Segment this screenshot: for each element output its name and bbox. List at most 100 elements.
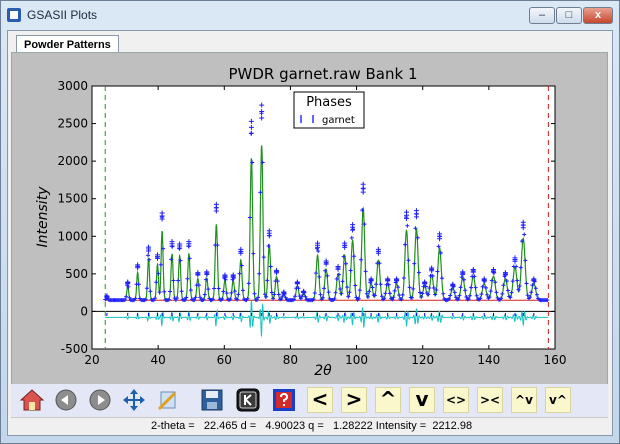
observed-point bbox=[177, 245, 183, 251]
y-tick-label: 0 bbox=[80, 304, 88, 318]
y-tick-label: 1000 bbox=[57, 229, 88, 243]
shift-down-button[interactable]: v bbox=[409, 387, 435, 413]
observed-point bbox=[411, 286, 416, 291]
observed-point bbox=[512, 255, 518, 261]
expand-x-button[interactable]: <> bbox=[443, 387, 469, 413]
observed-point bbox=[186, 243, 192, 249]
observed-point bbox=[434, 287, 439, 292]
plot-canvas[interactable]: 20 40 60 80 100 120 140 160 -500 0 500 1000 1500 2000… bbox=[11, 52, 608, 404]
observed-point bbox=[386, 282, 391, 287]
save-button[interactable] bbox=[199, 387, 225, 413]
observed-point bbox=[293, 294, 298, 299]
observed-point bbox=[502, 270, 508, 276]
key-button[interactable] bbox=[235, 387, 261, 413]
chart-title: PWDR garnet.raw Bank 1 bbox=[228, 65, 417, 83]
observed-point bbox=[248, 118, 254, 124]
observed-point bbox=[317, 274, 322, 279]
observed-point bbox=[143, 297, 148, 302]
observed-point bbox=[368, 276, 374, 282]
contract-y-button[interactable]: v^ bbox=[545, 387, 571, 413]
observed-point bbox=[254, 298, 259, 303]
observed-point bbox=[453, 295, 458, 300]
observed-point bbox=[239, 263, 244, 268]
observed-point bbox=[252, 291, 257, 296]
shift-left-button[interactable]: < bbox=[307, 387, 333, 413]
observed-point bbox=[360, 189, 366, 195]
powder-plot[interactable]: 20 40 60 80 100 120 140 160 -500 0 500 1000 1500 2000… bbox=[12, 53, 607, 403]
observed-point bbox=[520, 219, 526, 225]
observed-point bbox=[248, 130, 254, 136]
observed-point bbox=[158, 262, 163, 267]
configure-icon bbox=[157, 391, 177, 411]
observed-point bbox=[413, 208, 419, 214]
observed-point bbox=[332, 296, 337, 301]
tab-powder-patterns[interactable]: Powder Patterns bbox=[16, 35, 119, 54]
observed-point bbox=[354, 295, 359, 300]
observed-point bbox=[213, 201, 219, 207]
expand-y-button[interactable]: ^v bbox=[511, 387, 537, 413]
observed-point bbox=[210, 297, 215, 302]
shift-right-button[interactable]: > bbox=[341, 387, 367, 413]
x-tick-label: 160 bbox=[544, 353, 567, 367]
observed-point bbox=[378, 282, 383, 287]
title-bar[interactable]: GSASII Plots – □ x bbox=[1, 1, 619, 29]
configure-button[interactable] bbox=[155, 387, 181, 413]
maximize-button[interactable]: □ bbox=[556, 7, 582, 24]
observed-point bbox=[468, 285, 473, 290]
observed-point bbox=[531, 276, 537, 282]
observed-point bbox=[232, 289, 237, 294]
observed-point bbox=[279, 297, 284, 302]
observed-point bbox=[462, 277, 467, 282]
observed-point bbox=[235, 297, 240, 302]
observed-point bbox=[185, 276, 190, 281]
observed-point bbox=[426, 292, 431, 297]
observed-point bbox=[230, 272, 236, 278]
pan-button[interactable] bbox=[121, 387, 147, 413]
observed-point bbox=[275, 279, 280, 284]
observed-point bbox=[394, 276, 400, 282]
observed-point bbox=[407, 285, 412, 290]
observed-point bbox=[174, 295, 179, 300]
observed-point bbox=[291, 297, 296, 302]
back-button[interactable] bbox=[53, 387, 79, 413]
help-button[interactable] bbox=[271, 387, 297, 413]
observed-point bbox=[216, 286, 221, 291]
observed-point bbox=[323, 268, 328, 273]
observed-point bbox=[484, 285, 489, 290]
observed-point bbox=[463, 288, 468, 293]
home-icon bbox=[19, 389, 45, 411]
observed-point bbox=[333, 290, 338, 295]
shift-up-button[interactable]: ^ bbox=[375, 387, 401, 413]
observed-point bbox=[258, 190, 263, 195]
observed-point bbox=[177, 241, 183, 247]
y-tick-label: 500 bbox=[65, 267, 88, 281]
observed-point bbox=[186, 239, 192, 245]
observed-point bbox=[364, 291, 369, 296]
close-button[interactable]: x bbox=[583, 7, 613, 24]
observed-point bbox=[356, 296, 361, 301]
observed-point bbox=[104, 293, 110, 299]
observed-point bbox=[338, 287, 343, 292]
observed-point bbox=[146, 244, 152, 250]
observed-point bbox=[236, 292, 241, 297]
observed-point bbox=[148, 289, 153, 294]
home-button[interactable] bbox=[19, 387, 45, 413]
observed-point bbox=[474, 293, 479, 298]
observed-point bbox=[124, 294, 129, 299]
observed-point bbox=[146, 253, 151, 258]
observed-point bbox=[374, 282, 379, 287]
observed-point bbox=[478, 296, 483, 301]
observed-point bbox=[246, 281, 251, 286]
observed-point bbox=[493, 280, 498, 285]
contract-x-button[interactable]: >< bbox=[477, 387, 503, 413]
observed-point bbox=[370, 285, 375, 290]
observed-point bbox=[342, 244, 348, 250]
observed-point bbox=[315, 244, 321, 250]
observed-point bbox=[379, 294, 384, 299]
minimize-button[interactable]: – bbox=[529, 7, 555, 24]
observed-point bbox=[153, 296, 158, 301]
y-tick-label: 1500 bbox=[57, 192, 88, 206]
observed-point bbox=[390, 297, 395, 302]
observed-point bbox=[470, 267, 476, 273]
forward-button[interactable] bbox=[87, 387, 113, 413]
